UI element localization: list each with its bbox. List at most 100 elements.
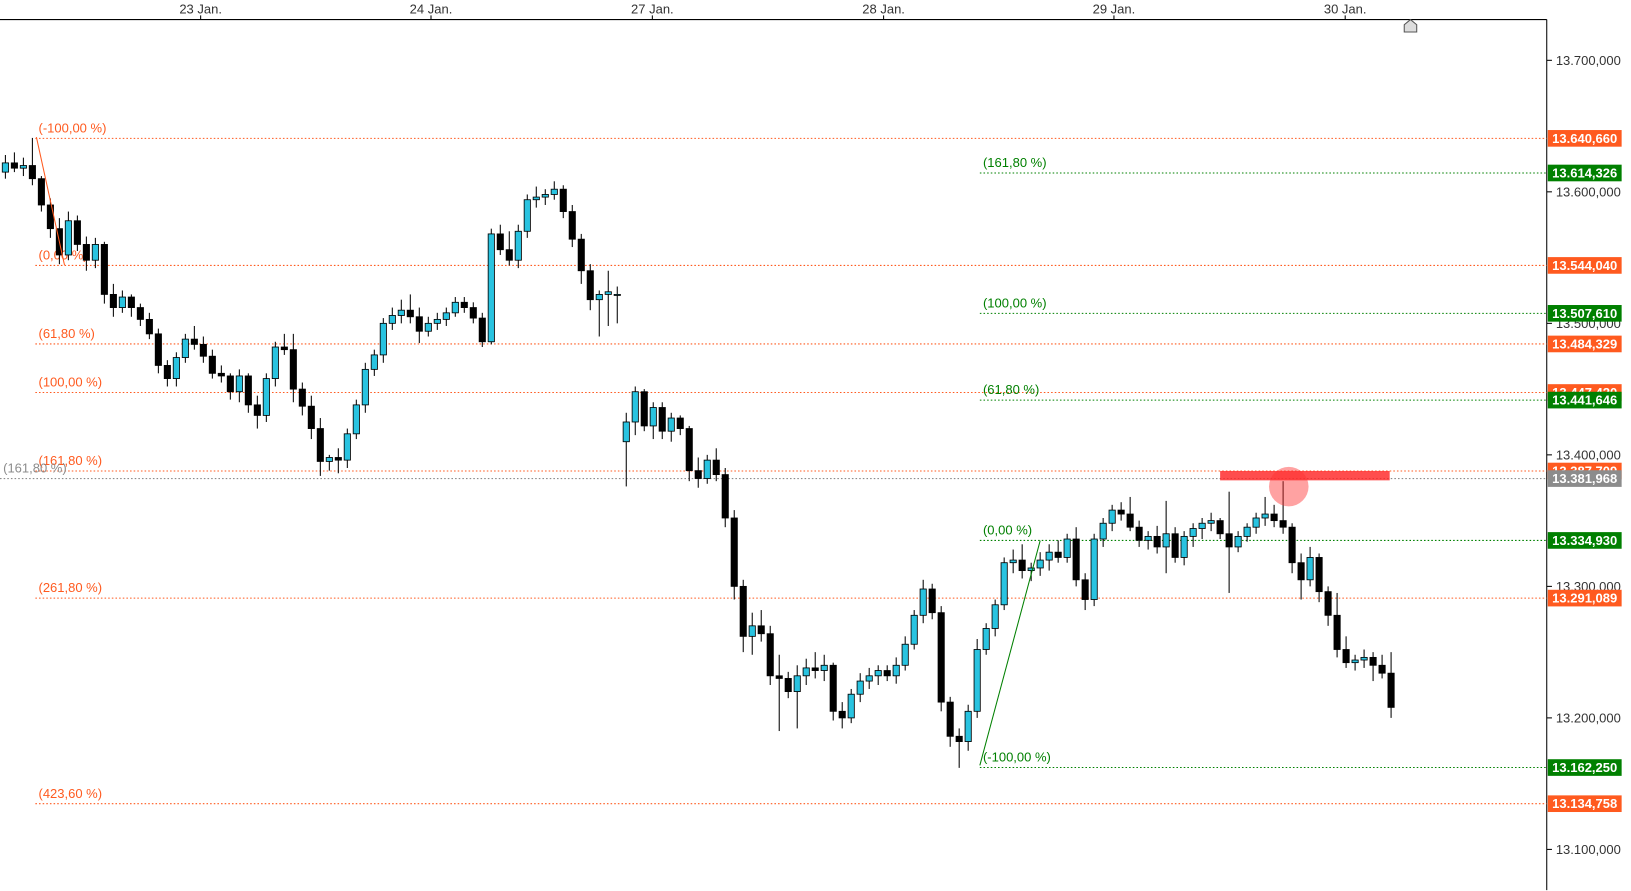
- candle-body: [874, 670, 882, 677]
- candle-body: [1000, 562, 1008, 606]
- candle-body: [208, 355, 216, 374]
- candle-body: [829, 664, 837, 712]
- fib-label: (0,00 %): [38, 248, 87, 263]
- candle-body: [811, 667, 819, 671]
- candle-body: [604, 291, 612, 295]
- candle-body: [748, 625, 756, 637]
- price-tag-label: 13.291,089: [1552, 591, 1617, 606]
- fib-label: (-100,00 %): [38, 120, 106, 135]
- candle-body: [1180, 535, 1188, 558]
- candle-body: [406, 309, 414, 318]
- candle-body: [964, 710, 972, 742]
- candle-body: [1090, 538, 1098, 600]
- candle-body: [280, 346, 288, 351]
- candle-body: [856, 680, 864, 695]
- candle-body: [1189, 528, 1197, 537]
- candle-body: [919, 588, 927, 616]
- y-tick-label: 13.600,000: [1556, 184, 1621, 199]
- x-tick-label: 24 Jan.: [410, 2, 453, 17]
- candle-body: [1027, 567, 1035, 572]
- candle-body: [640, 391, 648, 427]
- fib-label: (100,00 %): [983, 295, 1047, 310]
- candle-body: [820, 664, 828, 671]
- candle-body: [136, 307, 144, 320]
- candle-body: [676, 417, 684, 429]
- candle-body: [19, 165, 27, 169]
- candle-body: [622, 421, 630, 443]
- highlight-bar: [1220, 470, 1390, 481]
- candle-body: [181, 338, 189, 358]
- candle-body: [91, 244, 99, 261]
- candle-body: [424, 322, 432, 332]
- fib-label: (0,00 %): [983, 523, 1032, 538]
- candle-body: [127, 296, 135, 308]
- home-icon[interactable]: [1403, 18, 1418, 33]
- candle-body: [73, 220, 81, 245]
- candle-body: [559, 188, 567, 212]
- y-tick-label: 13.200,000: [1556, 710, 1621, 725]
- candle-body: [100, 244, 108, 295]
- candle-body: [865, 675, 873, 682]
- fib-label: (161,80 %): [3, 461, 67, 476]
- price-tag-label: 13.507,610: [1552, 306, 1617, 321]
- candle-body: [667, 417, 675, 432]
- candle-body: [415, 316, 423, 332]
- candle-body: [568, 211, 576, 240]
- candle-body: [343, 433, 351, 461]
- candle-body: [361, 368, 369, 406]
- candle-body: [1171, 533, 1179, 558]
- price-tag-label: 13.381,968: [1552, 471, 1617, 486]
- candle-body: [595, 293, 603, 301]
- candle-body: [1018, 559, 1026, 572]
- x-tick-label: 23 Jan.: [179, 2, 222, 17]
- candle-body: [316, 428, 324, 462]
- candle-body: [154, 333, 162, 366]
- candle-body: [1216, 520, 1224, 535]
- candle-body: [226, 375, 234, 393]
- price-tag: [1547, 589, 1622, 607]
- candle-body: [325, 457, 333, 462]
- candle-body: [928, 588, 936, 614]
- candle-body: [613, 293, 621, 296]
- candle-body: [649, 407, 657, 427]
- candle-body: [10, 162, 18, 169]
- fib-label: (-100,00 %): [983, 750, 1051, 765]
- candle-body: [199, 343, 207, 357]
- candle-body: [1153, 535, 1161, 548]
- candle-body: [379, 322, 387, 356]
- candle-body: [298, 388, 306, 407]
- candle-body: [1063, 538, 1071, 558]
- price-tag: [1547, 164, 1622, 182]
- candle-body: [1036, 559, 1044, 569]
- fib-label: (100,00 %): [38, 375, 102, 390]
- price-tag-label: 13.614,326: [1552, 165, 1617, 180]
- fib-label: (423,60 %): [38, 786, 102, 801]
- candle-body: [1135, 526, 1143, 541]
- candle-body: [631, 391, 639, 423]
- candle-body: [262, 378, 270, 416]
- candle-body: [937, 612, 945, 703]
- candle-body: [838, 710, 846, 719]
- candle-body: [1342, 649, 1350, 664]
- y-tick-label: 13.100,000: [1556, 842, 1621, 857]
- candle-body: [1333, 614, 1341, 650]
- candle-body: [1252, 517, 1260, 528]
- candle-body: [1234, 535, 1242, 548]
- candle-body: [64, 220, 72, 256]
- candle-body: [1099, 522, 1107, 540]
- candle-body: [1081, 579, 1089, 600]
- candle-body: [253, 404, 261, 416]
- price-tag-label: 13.334,930: [1552, 533, 1617, 548]
- price-tag: [1547, 532, 1622, 549]
- candle-body: [433, 318, 441, 324]
- candle-body: [271, 346, 279, 379]
- candle-body: [1369, 656, 1377, 666]
- candle-body: [946, 701, 954, 737]
- fib-trend-line: [979, 540, 1041, 766]
- candle-body: [784, 678, 792, 693]
- candle-body: [694, 470, 702, 479]
- candle-body: [910, 614, 918, 645]
- candle-body: [289, 349, 297, 390]
- candle-body: [1261, 513, 1269, 519]
- highlight-circle: [1269, 466, 1309, 507]
